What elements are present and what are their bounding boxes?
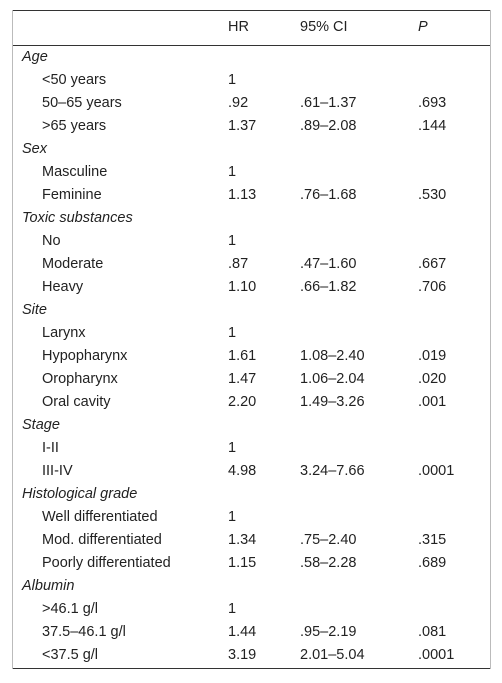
cell-value: 1.47 <box>228 371 257 387</box>
right-border <box>490 10 491 669</box>
cell-value: .0001 <box>418 647 455 663</box>
bottom-rule <box>12 668 490 669</box>
cell-value: .020 <box>418 371 447 387</box>
cell-value: 1 <box>228 72 237 88</box>
row-label: Hypopharynx <box>42 348 128 364</box>
cell-value: 1.37 <box>228 118 257 134</box>
row-label: Well differentiated <box>42 509 158 525</box>
row-label: Feminine <box>42 187 102 203</box>
cell-value: .144 <box>418 118 447 134</box>
cell-value: 1.15 <box>228 555 257 571</box>
cell-value: .530 <box>418 187 447 203</box>
row-label: >65 years <box>42 118 107 134</box>
cell-value: 1 <box>228 233 237 249</box>
column-header: 95% CI <box>300 19 348 35</box>
row-label: Heavy <box>42 279 84 295</box>
cell-value: .315 <box>418 532 447 548</box>
cell-value: .693 <box>418 95 447 111</box>
top-rule <box>12 10 490 11</box>
cell-value: .87 <box>228 256 249 272</box>
group-title: Site <box>22 302 47 318</box>
cell-value: 1 <box>228 601 237 617</box>
cell-value: .019 <box>418 348 447 364</box>
row-label: Oral cavity <box>42 394 111 410</box>
cell-value: 1.49–3.26 <box>300 394 365 410</box>
row-label: Larynx <box>42 325 86 341</box>
group-title: Age <box>22 49 48 65</box>
cell-value: 1.06–2.04 <box>300 371 365 387</box>
cell-value: .76–1.68 <box>300 187 357 203</box>
group-title: Sex <box>22 141 47 157</box>
cell-value: 3.24–7.66 <box>300 463 365 479</box>
cell-value: .89–2.08 <box>300 118 357 134</box>
row-label: I-II <box>42 440 59 456</box>
group-title: Histological grade <box>22 486 138 502</box>
row-label: No <box>42 233 61 249</box>
cell-value: 2.20 <box>228 394 257 410</box>
cell-value: 1.61 <box>228 348 257 364</box>
cell-value: .92 <box>228 95 249 111</box>
row-label: Oropharynx <box>42 371 118 387</box>
row-label: Mod. differentiated <box>42 532 162 548</box>
cell-value: .58–2.28 <box>300 555 357 571</box>
left-border <box>12 10 13 669</box>
row-label: Masculine <box>42 164 108 180</box>
cell-value: 1 <box>228 509 237 525</box>
row-label: 50–65 years <box>42 95 122 111</box>
cell-value: .0001 <box>418 463 455 479</box>
row-label: Moderate <box>42 256 104 272</box>
column-header: HR <box>228 19 249 35</box>
cell-value: .61–1.37 <box>300 95 357 111</box>
group-title: Albumin <box>22 578 75 594</box>
cell-value: .706 <box>418 279 447 295</box>
cell-value: 1 <box>228 325 237 341</box>
cell-value: 4.98 <box>228 463 257 479</box>
cell-value: 1 <box>228 164 237 180</box>
row-label: 37.5–46.1 g/l <box>42 624 126 640</box>
row-label: Poorly differentiated <box>42 555 171 571</box>
cell-value: .689 <box>418 555 447 571</box>
cell-value: 1.10 <box>228 279 257 295</box>
header-rule <box>12 45 490 46</box>
cell-value: .66–1.82 <box>300 279 357 295</box>
cell-value: 1.34 <box>228 532 257 548</box>
cell-value: 3.19 <box>228 647 257 663</box>
cell-value: .667 <box>418 256 447 272</box>
row-label: III-IV <box>42 463 73 479</box>
cell-value: .001 <box>418 394 447 410</box>
cell-value: .75–2.40 <box>300 532 357 548</box>
cell-value: 2.01–5.04 <box>300 647 365 663</box>
row-label: <50 years <box>42 72 107 88</box>
cell-value: 1 <box>228 440 237 456</box>
column-header: P <box>418 19 428 35</box>
cell-value: 1.44 <box>228 624 257 640</box>
cell-value: .081 <box>418 624 447 640</box>
row-label: <37.5 g/l <box>42 647 99 663</box>
cell-value: .95–2.19 <box>300 624 357 640</box>
cell-value: .47–1.60 <box>300 256 357 272</box>
cell-value: 1.08–2.40 <box>300 348 365 364</box>
cell-value: 1.13 <box>228 187 257 203</box>
group-title: Toxic substances <box>22 210 133 226</box>
row-label: >46.1 g/l <box>42 601 99 617</box>
group-title: Stage <box>22 417 60 433</box>
